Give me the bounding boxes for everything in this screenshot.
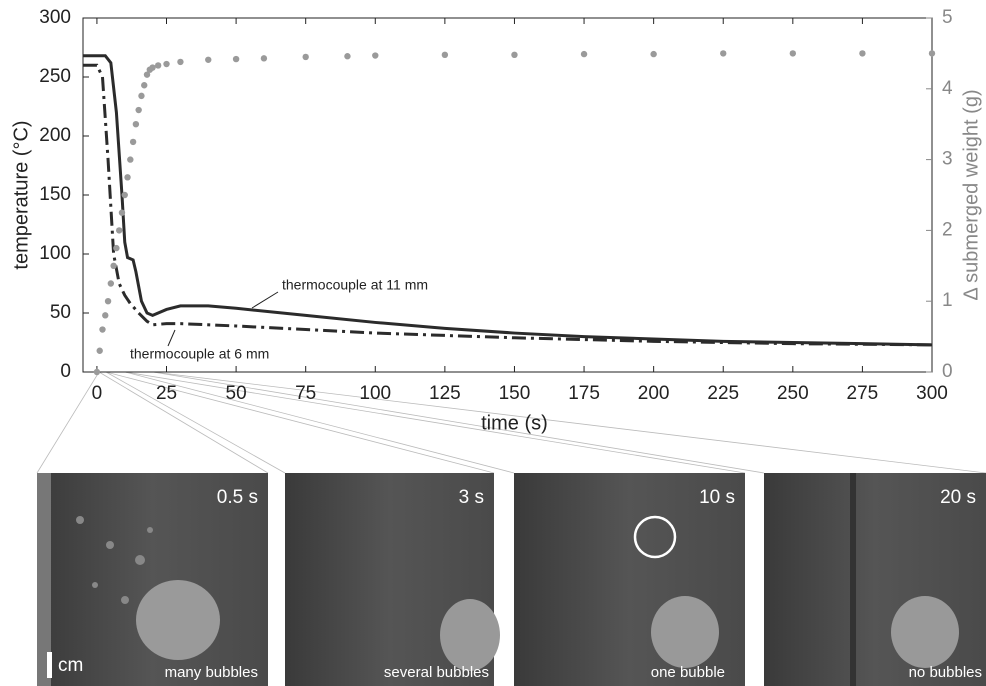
y-tick-label: 50 (50, 302, 71, 323)
panel-caption: several bubbles (384, 664, 489, 681)
data-point (102, 312, 108, 318)
x-tick-label: 25 (156, 383, 177, 404)
y-tick-label: 250 (39, 66, 71, 87)
photo-panel: cm 0.5 s many bubbles (37, 473, 268, 686)
x-axis-label: time (s) (481, 412, 548, 434)
y2-tick-label: 5 (942, 7, 953, 28)
x-tick-label: 225 (707, 383, 739, 404)
data-point (108, 280, 114, 286)
data-point (372, 52, 378, 58)
panel-time: 10 s (699, 487, 735, 508)
photo-panel: 20 s no bubbles (764, 473, 986, 686)
scale-label: cm (58, 655, 83, 676)
data-point (650, 51, 656, 57)
y-tick-label: 0 (60, 361, 71, 382)
data-point (135, 107, 141, 113)
y2-axis-label: Δ submerged weight (g) (960, 89, 982, 300)
data-point (442, 52, 448, 58)
x-tick-label: 250 (777, 383, 809, 404)
y-tick-label: 150 (39, 184, 71, 205)
y2-tick-label: 4 (942, 78, 953, 99)
panel-caption: no bubbles (909, 664, 982, 681)
data-point (138, 93, 144, 99)
x-tick-label: 175 (568, 383, 600, 404)
data-point (99, 326, 105, 332)
y-tick-label: 300 (39, 7, 71, 28)
panel-time: 3 s (459, 487, 484, 508)
data-point (122, 192, 128, 198)
data-point (94, 369, 100, 375)
data-point (511, 52, 517, 58)
x-tick-label: 75 (295, 383, 316, 404)
photo-panel: 3 s several bubbles (285, 473, 500, 686)
annotation-leader (252, 292, 278, 308)
series-line (83, 65, 932, 345)
data-point (97, 348, 103, 354)
data-point (929, 50, 935, 56)
data-point (720, 50, 726, 56)
x-tick-label: 125 (429, 383, 461, 404)
x-tick-label: 0 (92, 383, 103, 404)
x-tick-label: 100 (359, 383, 391, 404)
data-point (149, 64, 155, 70)
data-point (581, 51, 587, 57)
data-point (113, 245, 119, 251)
y2-tick-label: 1 (942, 290, 953, 311)
annotation: thermocouple at 11 mm (282, 277, 428, 293)
annotation: thermocouple at 6 mm (130, 346, 269, 362)
data-point (116, 227, 122, 233)
panel-time: 20 s (940, 487, 976, 508)
panel-caption: many bubbles (165, 664, 258, 681)
y-axis-label: temperature (°C) (10, 120, 32, 269)
series-line (83, 56, 932, 345)
y2-tick-label: 0 (942, 361, 953, 382)
plot-frame (83, 18, 932, 372)
data-point (124, 174, 130, 180)
data-point (205, 57, 211, 63)
data-point (859, 50, 865, 56)
figure: cm 0.5 s many bubbles 3 s several bubble… (0, 0, 986, 686)
x-tick-label: 150 (499, 383, 531, 404)
data-point (141, 82, 147, 88)
annotation-leader (168, 330, 175, 346)
x-tick-label: 300 (916, 383, 948, 404)
x-tick-label: 200 (638, 383, 670, 404)
data-point (119, 210, 125, 216)
data-point (133, 121, 139, 127)
data-point (233, 56, 239, 62)
data-point (177, 59, 183, 65)
data-point (302, 54, 308, 60)
data-point (261, 55, 267, 61)
data-point (344, 53, 350, 59)
x-tick-label: 50 (226, 383, 247, 404)
panel-time: 0.5 s (217, 487, 258, 508)
data-point (110, 263, 116, 269)
y-tick-label: 100 (39, 243, 71, 264)
data-point (127, 156, 133, 162)
panel-caption: one bubble (651, 664, 725, 681)
data-point (155, 62, 161, 68)
x-tick-label: 275 (847, 383, 879, 404)
data-point (163, 61, 169, 67)
y2-tick-label: 2 (942, 219, 953, 240)
data-point (130, 139, 136, 145)
data-point (105, 298, 111, 304)
page: {"chart_data": {"type": "line", "xlabel"… (0, 0, 986, 686)
y-tick-label: 200 (39, 125, 71, 146)
data-point (790, 50, 796, 56)
photo-panel: 10 s one bubble (514, 473, 745, 686)
y2-tick-label: 3 (942, 149, 953, 170)
